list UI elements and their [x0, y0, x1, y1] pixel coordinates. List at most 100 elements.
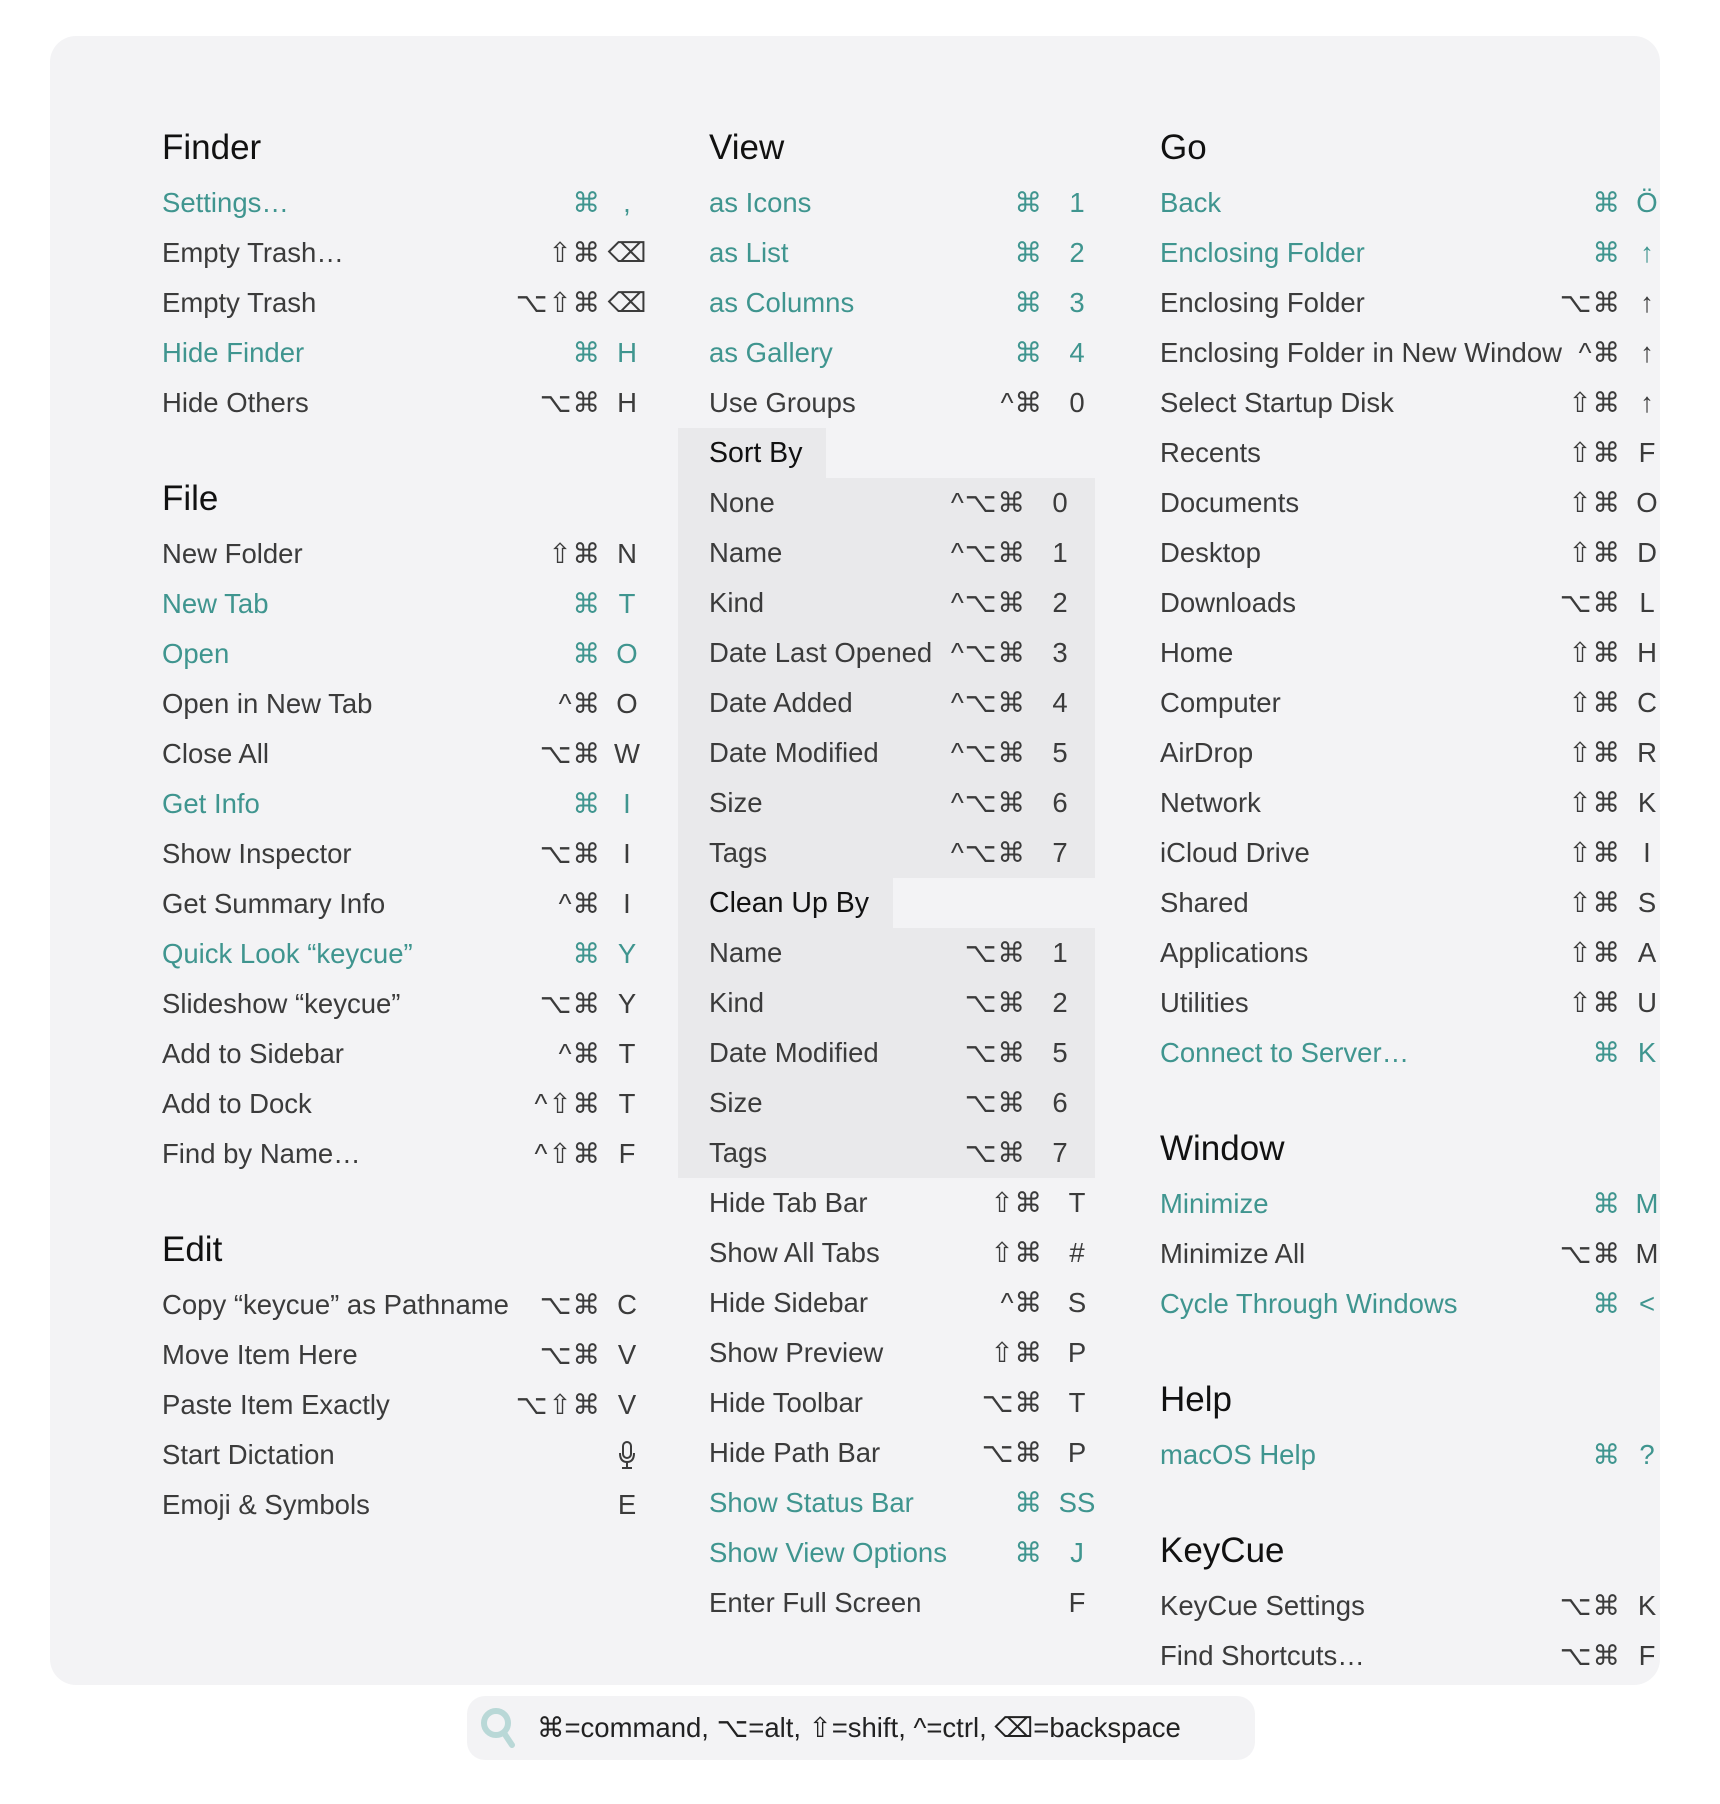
menu-item-label: Slideshow “keycue” — [162, 988, 401, 1019]
menu-item-size[interactable]: Size ^⌥⌘ 6 — [678, 778, 1095, 828]
modifier-keys: ⇧⌘ — [1568, 687, 1621, 718]
menu-item-back[interactable]: Back ⌘ Ö — [1160, 178, 1665, 228]
menu-item-keycue-settings[interactable]: KeyCue Settings ⌥⌘ K — [1160, 1581, 1665, 1631]
menu-item-enter-full-screen[interactable]: Enter Full Screen F — [709, 1578, 1095, 1628]
menu-item-icloud-drive[interactable]: iCloud Drive ⇧⌘ I — [1160, 828, 1665, 878]
menu-item-label: Recents — [1160, 437, 1261, 468]
menu-item-hide-others[interactable]: Hide Others ⌥⌘ H — [162, 378, 645, 428]
shortcut-key: R — [1637, 737, 1657, 768]
menu-item-kind[interactable]: Kind ^⌥⌘ 2 — [678, 578, 1095, 628]
shortcut-key: N — [617, 538, 637, 569]
menu-item-show-inspector[interactable]: Show Inspector ⌥⌘ I — [162, 829, 645, 879]
menu-item-downloads[interactable]: Downloads ⌥⌘ L — [1160, 578, 1665, 628]
menu-item-airdrop[interactable]: AirDrop ⇧⌘ R — [1160, 728, 1665, 778]
menu-item-enclosing-folder[interactable]: Enclosing Folder ⌘ ↑ — [1160, 228, 1665, 278]
section-title: View — [709, 128, 785, 167]
menu-item-find-by-name[interactable]: Find by Name… ^⇧⌘ F — [162, 1129, 645, 1179]
menu-item-new-folder[interactable]: New Folder ⇧⌘ N — [162, 529, 645, 579]
menu-item-name[interactable]: Name ⌥⌘ 1 — [678, 928, 1095, 978]
modifier-keys: ^⌥⌘ — [950, 687, 1026, 718]
shortcut-key: V — [617, 1339, 637, 1370]
menu-item-cycle-through-windows[interactable]: Cycle Through Windows ⌘ < — [1160, 1279, 1665, 1329]
shortcut-key: H — [617, 387, 637, 418]
menu-item-tags[interactable]: Tags ⌥⌘ 7 — [678, 1128, 1095, 1178]
menu-item-as-list[interactable]: as List ⌘ 2 — [709, 228, 1095, 278]
modifier-keys: ⇧⌘ — [1568, 787, 1621, 818]
shortcut-key: 6 — [1052, 1087, 1068, 1118]
menu-item-kind[interactable]: Kind ⌥⌘ 2 — [678, 978, 1095, 1028]
menu-item-utilities[interactable]: Utilities ⇧⌘ U — [1160, 978, 1665, 1028]
modifier-keys: ⇧⌘ — [548, 237, 601, 268]
menu-item-get-summary-info[interactable]: Get Summary Info ^⌘ I — [162, 879, 645, 929]
menu-item-show-view-options[interactable]: Show View Options ⌘ J — [709, 1528, 1095, 1578]
menu-item-as-columns[interactable]: as Columns ⌘ 3 — [709, 278, 1095, 328]
menu-item-hide-path-bar[interactable]: Hide Path Bar ⌥⌘ P — [709, 1428, 1095, 1478]
menu-item-label: Move Item Here — [162, 1339, 358, 1370]
menu-item-documents[interactable]: Documents ⇧⌘ O — [1160, 478, 1665, 528]
menu-item-copy-keycue-as-pathname[interactable]: Copy “keycue” as Pathname ⌥⌘ C — [162, 1280, 645, 1330]
menu-item-show-preview[interactable]: Show Preview ⇧⌘ P — [709, 1328, 1095, 1378]
menu-item-emoji-symbols[interactable]: Emoji & Symbols E — [162, 1480, 645, 1530]
menu-item-size[interactable]: Size ⌥⌘ 6 — [678, 1078, 1095, 1128]
menu-item-applications[interactable]: Applications ⇧⌘ A — [1160, 928, 1665, 978]
menu-item-home[interactable]: Home ⇧⌘ H — [1160, 628, 1665, 678]
menu-item-hide-sidebar[interactable]: Hide Sidebar ^⌘ S — [709, 1278, 1095, 1328]
menu-item-select-startup-disk[interactable]: Select Startup Disk ⇧⌘ ↑ — [1160, 378, 1665, 428]
menu-item-open-in-new-tab[interactable]: Open in New Tab ^⌘ O — [162, 679, 645, 729]
menu-item-none[interactable]: None ^⌥⌘ 0 — [678, 478, 1095, 528]
menu-item-label: Minimize — [1160, 1188, 1269, 1219]
menu-item-as-icons[interactable]: as Icons ⌘ 1 — [709, 178, 1095, 228]
menu-item-empty-trash[interactable]: Empty Trash… ⇧⌘ ⌫ — [162, 228, 646, 278]
menu-item-empty-trash[interactable]: Empty Trash ⌥⇧⌘ ⌫ — [162, 278, 646, 328]
menu-item-hide-toolbar[interactable]: Hide Toolbar ⌥⌘ T — [709, 1378, 1095, 1428]
menu-item-minimize[interactable]: Minimize ⌘ M — [1160, 1179, 1665, 1229]
menu-item-recents[interactable]: Recents ⇧⌘ F — [1160, 428, 1665, 478]
menu-item-find-shortcuts[interactable]: Find Shortcuts… ⌥⌘ F — [1160, 1631, 1665, 1681]
menu-item-start-dictation[interactable]: Start Dictation — [162, 1430, 645, 1480]
shortcut-key: 0 — [1052, 487, 1068, 518]
shortcut-key: H — [1637, 637, 1657, 668]
menu-item-show-all-tabs[interactable]: Show All Tabs ⇧⌘ # — [709, 1228, 1095, 1278]
menu-item-get-info[interactable]: Get Info ⌘ I — [162, 779, 645, 829]
menu-item-date-last-opened[interactable]: Date Last Opened ^⌥⌘ 3 — [678, 628, 1095, 678]
menu-item-date-modified[interactable]: Date Modified ⌥⌘ 5 — [678, 1028, 1095, 1078]
menu-item-hide-finder[interactable]: Hide Finder ⌘ H — [162, 328, 645, 378]
menu-item-enclosing-folder-in-new-window[interactable]: Enclosing Folder in New Window ^⌘ ↑ — [1160, 328, 1665, 378]
menu-item-add-to-sidebar[interactable]: Add to Sidebar ^⌘ T — [162, 1029, 645, 1079]
menu-item-label: Shared — [1160, 887, 1249, 918]
menu-item-settings[interactable]: Settings… ⌘, — [162, 178, 645, 228]
menu-item-computer[interactable]: Computer ⇧⌘ C — [1160, 678, 1665, 728]
menu-item-slideshow-keycue[interactable]: Slideshow “keycue” ⌥⌘ Y — [162, 979, 645, 1029]
menu-item-open[interactable]: Open ⌘ O — [162, 629, 645, 679]
menu-item-minimize-all[interactable]: Minimize All ⌥⌘ M — [1160, 1229, 1665, 1279]
menu-item-use-groups[interactable]: Use Groups ^⌘ 0 — [709, 378, 1095, 428]
menu-item-desktop[interactable]: Desktop ⇧⌘ D — [1160, 528, 1665, 578]
modifier-keys: ⌘ — [1592, 1439, 1621, 1470]
search-bar[interactable]: ⌘=command, ⌥=alt, ⇧=shift, ^=ctrl, ⌫=bac… — [467, 1696, 1255, 1760]
menu-item-as-gallery[interactable]: as Gallery ⌘ 4 — [709, 328, 1095, 378]
menu-item-date-added[interactable]: Date Added ^⌥⌘ 4 — [678, 678, 1095, 728]
menu-item-new-tab[interactable]: New Tab ⌘ T — [162, 579, 645, 629]
menu-item-label: Size — [709, 1087, 763, 1118]
menu-item-add-to-dock[interactable]: Add to Dock ^⇧⌘ T — [162, 1079, 645, 1129]
menu-item-macos-help[interactable]: macOS Help ⌘? — [1160, 1430, 1665, 1480]
menu-item-connect-to-server[interactable]: Connect to Server… ⌘ K — [1160, 1028, 1665, 1078]
search-icon[interactable] — [479, 1706, 519, 1750]
menu-item-tags[interactable]: Tags ^⌥⌘ 7 — [678, 828, 1095, 878]
menu-item-date-modified[interactable]: Date Modified ^⌥⌘ 5 — [678, 728, 1095, 778]
section-go: Go Back ⌘ Ö Enclosing Folder ⌘ ↑ Enclosing Fold… — [1160, 123, 1665, 1078]
shortcut-key: # — [1069, 1237, 1085, 1268]
menu-item-name[interactable]: Name ^⌥⌘ 1 — [678, 528, 1095, 578]
menu-item-enclosing-folder[interactable]: Enclosing Folder ⌥⌘ ↑ — [1160, 278, 1665, 328]
shortcut-key: 1 — [1052, 537, 1068, 568]
menu-item-shared[interactable]: Shared ⇧⌘ S — [1160, 878, 1665, 928]
menu-item-hide-tab-bar[interactable]: Hide Tab Bar ⇧⌘ T — [709, 1178, 1095, 1228]
menu-item-move-item-here[interactable]: Move Item Here ⌥⌘ V — [162, 1330, 645, 1380]
modifier-keys: ⇧⌘ — [1568, 487, 1621, 518]
menu-item-show-status-bar[interactable]: Show Status Bar ⌘ SS — [709, 1478, 1095, 1528]
menu-item-quick-look-keycue[interactable]: Quick Look “keycue” ⌘ Y — [162, 929, 645, 979]
menu-item-close-all[interactable]: Close All ⌥⌘ W — [162, 729, 645, 779]
menu-item-network[interactable]: Network ⇧⌘ K — [1160, 778, 1665, 828]
menu-item-paste-item-exactly[interactable]: Paste Item Exactly ⌥⇧⌘ V — [162, 1380, 645, 1430]
modifier-keys: ⌥⌘ — [1559, 287, 1621, 318]
